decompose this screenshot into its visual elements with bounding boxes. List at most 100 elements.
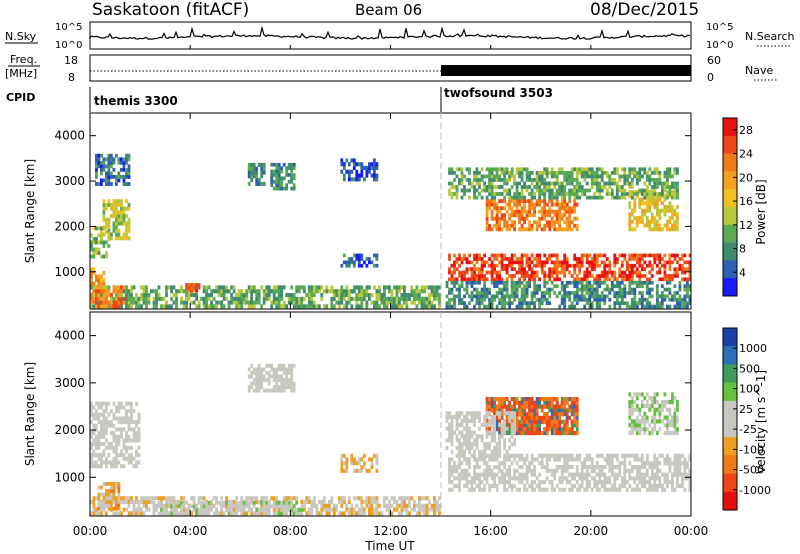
velocity-cells-cell-4 [260, 374, 264, 379]
power-cells-cell-15 [475, 181, 479, 186]
power-cells-cell-11 [490, 267, 494, 271]
power-cells-cell-11 [463, 277, 466, 282]
velocity-cells-cell-2 [405, 511, 409, 516]
velocity-cells-cell-6 [450, 480, 454, 485]
velocity-cells-cell-3 [272, 504, 276, 509]
velocity-cells-cell-4 [265, 371, 269, 375]
power-cells-cell-12 [525, 213, 529, 218]
velocity-cells-cell-0 [90, 442, 93, 447]
power-cells-cell-11 [593, 257, 597, 261]
power-cells-cell-15 [545, 171, 549, 175]
velocity-cells-cell-6 [498, 461, 501, 466]
power-cells-cell-3 [107, 164, 111, 169]
power-cells-cell-5 [117, 304, 121, 309]
velocity-cells-cell-0 [137, 453, 141, 458]
power-cells-cell-15 [618, 178, 622, 182]
power-cells-cell-4 [145, 285, 148, 290]
power-cells-cell-12 [485, 209, 489, 214]
velocity-cells-cell-5 [360, 465, 364, 470]
velocity-cells-cell-3 [170, 508, 173, 512]
power-cells-cell-4 [195, 296, 198, 301]
velocity-cells-cell-8 [513, 404, 516, 409]
power-cells-cell-1 [97, 251, 101, 255]
power-cells-cell-4 [405, 293, 409, 298]
power-cells-cell-7 [257, 181, 261, 186]
velocity-cells-cell-6 [615, 487, 619, 492]
power-cells-cell-15 [450, 192, 454, 196]
power-cells-cell-14 [688, 287, 692, 292]
power-cells-cell-14 [560, 294, 564, 299]
power-cells-cell-14 [585, 280, 589, 285]
power-cells-cell-4 [297, 289, 301, 294]
velocity-cells-cell-6 [468, 472, 471, 477]
velocity-cells-cell-6 [545, 457, 549, 462]
power-cells-cell-15 [508, 171, 511, 175]
power-cells-cell-4 [210, 300, 213, 305]
power-cells-cell-11 [510, 277, 514, 282]
velocity-cells-cell-0 [137, 412, 141, 417]
power-cells-cell-12 [528, 227, 531, 232]
power-cells-cell-11 [648, 277, 652, 282]
power-cells-cell-12 [538, 220, 541, 225]
power-cells-cell-11 [593, 253, 597, 258]
velocity-cells-cell-6 [573, 457, 577, 462]
power-cells-cell-11 [448, 277, 451, 282]
power-cells-cell-7 [250, 178, 254, 183]
power-cells-cell-6 [185, 283, 188, 287]
power-cells-cell-8 [290, 173, 294, 177]
power-cells-cell-15 [553, 181, 557, 186]
power-cells-cell-15 [565, 178, 569, 182]
power-cells-cell-11 [510, 260, 514, 265]
power-cells-cell-13 [638, 201, 642, 206]
velocity-cells-cell-3 [200, 500, 203, 505]
power-cells-cell-14 [676, 297, 679, 302]
power-cells-cell-15 [550, 195, 554, 200]
power-cells-cell-3 [115, 153, 118, 158]
velocity-cells-cell-2 [335, 507, 339, 512]
power-cells-cell-11 [493, 267, 496, 271]
velocity-cells-cell-8 [525, 412, 529, 417]
power-cells-cell-11 [448, 253, 451, 258]
velocity-cells-cell-6 [650, 487, 654, 492]
velocity-cells-cell-3 [185, 500, 188, 505]
power-cells-cell-15 [538, 174, 541, 179]
power-cells-cell-14 [465, 291, 469, 295]
velocity-cells-cell-6 [683, 465, 687, 470]
velocity-cells-cell-0 [102, 453, 106, 458]
velocity-cells-cell-8 [493, 408, 496, 413]
velocity-cells-cell-6 [568, 472, 572, 477]
velocity-cells-cell-6 [455, 476, 459, 481]
power-cells-cell-2 [120, 236, 123, 241]
power-cells-cell-15 [513, 174, 516, 179]
velocity-cells-cell-6 [485, 468, 489, 473]
velocity-cells-cell-6 [540, 487, 544, 492]
power-cells-cell-3 [100, 178, 103, 183]
power-cells-cell-1 [90, 240, 93, 245]
power-cells-cell-13 [650, 212, 654, 217]
velocity-cells-cell-0 [110, 420, 113, 425]
power-y-axis-label: Slant Range [km] [23, 159, 37, 263]
power-cells-cell-14 [575, 294, 579, 299]
velocity-cells-cell-3 [282, 500, 286, 505]
power-cells-cell-15 [575, 181, 579, 186]
velocity-cells-cell-2 [252, 496, 256, 501]
velocity-cells-cell-6 [515, 461, 519, 466]
power-cells-cell-4 [378, 285, 381, 290]
velocity-cells-cell-6 [560, 480, 564, 485]
power-cells-cell-10 [373, 158, 376, 163]
velocity-cells-cell-4 [275, 381, 279, 386]
power-cells-cell-4 [393, 304, 396, 309]
power-cells-cell-12 [530, 202, 534, 207]
velocity-cells-cell-6 [460, 472, 464, 477]
power-cells-cell-9 [368, 260, 371, 265]
velocity-cells-cell-3 [182, 511, 186, 516]
power-cells-cell-5 [110, 304, 113, 309]
velocity-cells-cell-6 [475, 457, 479, 462]
velocity-cells-cell-3 [162, 508, 166, 512]
velocity-cells-cell-0 [92, 460, 96, 465]
power-cells-cell-11 [673, 267, 677, 271]
power-cells-cell-13 [655, 201, 659, 206]
power-cells-cell-12 [513, 199, 516, 203]
power-cells-cell-0 [90, 274, 93, 279]
power-cells-cell-15 [600, 178, 604, 182]
